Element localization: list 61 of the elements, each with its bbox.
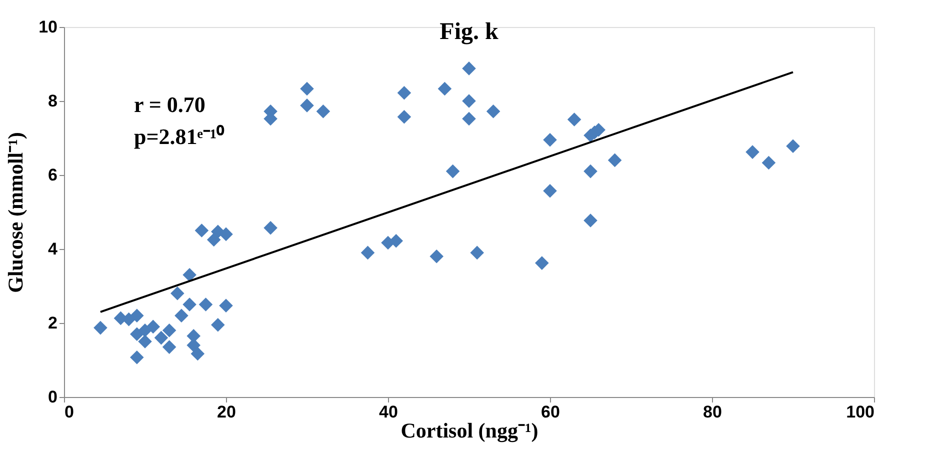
x-axis-title: Cortisol (ngg⁻¹) bbox=[400, 418, 538, 442]
chart-title: Fig. k bbox=[440, 19, 499, 45]
point bbox=[462, 94, 476, 108]
point bbox=[94, 320, 108, 335]
point bbox=[608, 153, 622, 168]
point bbox=[130, 350, 144, 364]
x-tick-label: 80 bbox=[703, 402, 722, 422]
point bbox=[146, 320, 160, 334]
point bbox=[130, 308, 144, 322]
y-tick-label: 2 bbox=[48, 314, 58, 332]
point bbox=[182, 298, 196, 312]
point bbox=[300, 98, 314, 112]
x-tick-label: 100 bbox=[846, 402, 874, 422]
x-tick-label: 60 bbox=[541, 402, 560, 422]
point bbox=[438, 82, 452, 96]
point bbox=[316, 104, 330, 118]
point bbox=[543, 184, 557, 198]
point bbox=[535, 256, 549, 270]
x-tick-label: 20 bbox=[217, 402, 236, 422]
point bbox=[762, 156, 776, 170]
point bbox=[154, 330, 168, 345]
point bbox=[786, 139, 800, 154]
point bbox=[462, 62, 476, 76]
point bbox=[470, 246, 484, 260]
point bbox=[174, 308, 188, 322]
point bbox=[446, 164, 460, 178]
y-axis-title: Glucose (mmoll⁻¹) bbox=[4, 132, 28, 293]
point bbox=[162, 324, 176, 338]
point bbox=[486, 104, 500, 118]
point bbox=[138, 334, 152, 348]
point bbox=[360, 246, 375, 260]
point bbox=[219, 227, 233, 242]
point bbox=[584, 214, 598, 228]
y-tick-label: 8 bbox=[48, 92, 58, 110]
y-tick-label: 6 bbox=[48, 166, 58, 184]
point bbox=[198, 298, 213, 312]
point bbox=[584, 164, 598, 178]
point bbox=[219, 298, 233, 312]
annotation: r = 0.70 bbox=[134, 92, 206, 117]
y-tick-label: 10 bbox=[38, 18, 58, 36]
point bbox=[397, 110, 412, 124]
y-tick-label: 4 bbox=[48, 240, 58, 258]
point bbox=[162, 340, 176, 354]
point bbox=[746, 145, 760, 159]
annotation: p=2.81ᵉ⁻¹⁰ bbox=[134, 124, 225, 149]
x-tick-label: 0 bbox=[64, 402, 74, 422]
point bbox=[190, 346, 205, 361]
point bbox=[211, 318, 225, 332]
point bbox=[567, 112, 582, 126]
y-tick-label: 0 bbox=[48, 388, 58, 406]
point bbox=[389, 234, 403, 248]
point bbox=[182, 268, 196, 282]
point bbox=[543, 132, 557, 147]
point bbox=[264, 221, 278, 235]
point bbox=[462, 112, 476, 126]
point bbox=[300, 82, 314, 96]
point bbox=[430, 250, 444, 264]
point bbox=[397, 86, 412, 100]
point bbox=[170, 286, 184, 300]
point bbox=[194, 224, 209, 238]
x-tick-label: 40 bbox=[379, 402, 398, 422]
